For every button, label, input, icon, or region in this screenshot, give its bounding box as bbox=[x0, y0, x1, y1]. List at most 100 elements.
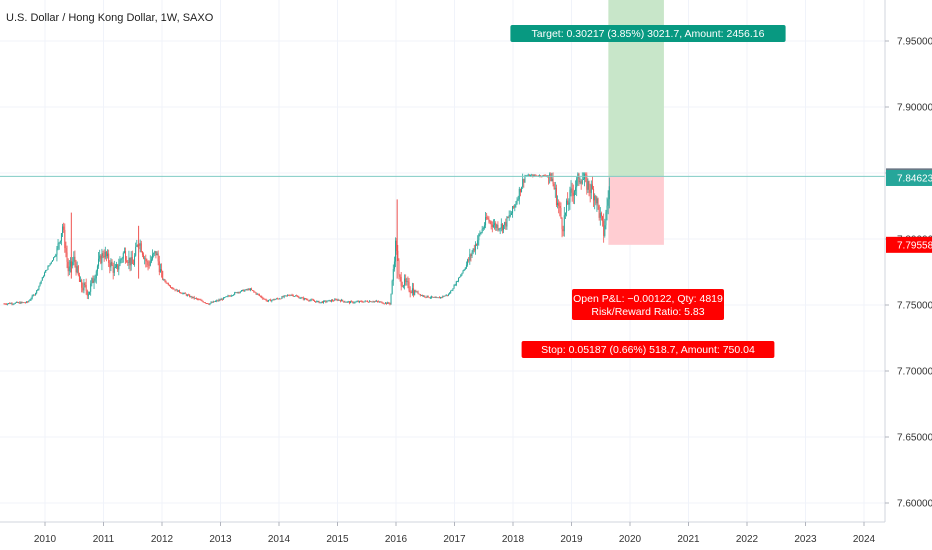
candle-body bbox=[220, 299, 222, 301]
candle-body bbox=[528, 174, 530, 177]
candle-body bbox=[410, 292, 412, 294]
candle-body bbox=[166, 282, 168, 284]
candle-body bbox=[351, 301, 353, 303]
stop-zone[interactable] bbox=[608, 176, 664, 245]
candle-body bbox=[568, 202, 570, 205]
candle-body bbox=[455, 281, 457, 286]
candle-body bbox=[99, 255, 101, 259]
x-tick-label: 2018 bbox=[502, 534, 525, 545]
candle-body bbox=[431, 296, 433, 298]
candle-body bbox=[463, 269, 465, 271]
candle-body bbox=[302, 297, 304, 300]
candle-body bbox=[119, 259, 121, 266]
candle-body bbox=[75, 262, 77, 273]
candle-body bbox=[558, 202, 560, 207]
candle-body bbox=[559, 206, 561, 209]
candle-body bbox=[499, 228, 501, 230]
candle-body bbox=[381, 301, 383, 304]
price-tag[interactable]: 7.79558 bbox=[886, 236, 932, 253]
candle-body bbox=[66, 252, 68, 262]
pnl-box[interactable]: Open P&L: −0.00122, Qty: 4819Risk/Reward… bbox=[572, 289, 724, 320]
candle-body bbox=[190, 296, 192, 298]
candle-body bbox=[461, 273, 463, 275]
candle-body bbox=[591, 184, 593, 190]
position-labels[interactable]: Target: 0.30217 (3.85%) 3021.7, Amount: … bbox=[510, 25, 786, 358]
candle-body bbox=[515, 203, 517, 205]
candle-body bbox=[182, 293, 184, 294]
candle-body bbox=[342, 299, 344, 301]
price-tag[interactable]: 7.84623 bbox=[886, 169, 932, 186]
candle-body bbox=[422, 295, 424, 297]
candle-body bbox=[534, 174, 536, 176]
candle-body bbox=[49, 263, 51, 266]
candle-body bbox=[405, 278, 407, 283]
candle-body bbox=[184, 292, 186, 295]
candle-body bbox=[347, 301, 349, 303]
candle-body bbox=[510, 213, 512, 215]
candle-body bbox=[301, 297, 303, 299]
stop-label[interactable]: Stop: 0.05187 (0.66%) 518.7, Amount: 750… bbox=[521, 341, 775, 358]
candle-body bbox=[72, 261, 74, 266]
candle-body bbox=[123, 250, 125, 253]
candle-body bbox=[82, 287, 84, 291]
candle-body bbox=[549, 173, 551, 176]
candle-body bbox=[365, 300, 367, 302]
candle-body bbox=[74, 256, 76, 263]
candle-body bbox=[314, 300, 316, 302]
candle-body bbox=[134, 255, 136, 265]
candle-body bbox=[348, 301, 350, 304]
candle-body bbox=[202, 301, 204, 303]
candle-body bbox=[335, 299, 337, 301]
candle-body bbox=[408, 282, 410, 291]
candle-body bbox=[122, 252, 124, 259]
y-axis-panel[interactable] bbox=[885, 0, 932, 550]
candle-body bbox=[334, 299, 336, 301]
candle-body bbox=[303, 298, 305, 300]
target-label[interactable]: Target: 0.30217 (3.85%) 3021.7, Amount: … bbox=[510, 25, 786, 42]
candle-body bbox=[308, 300, 310, 302]
x-axis-panel[interactable] bbox=[0, 522, 932, 550]
candle-body bbox=[330, 300, 332, 302]
candle-body bbox=[235, 292, 237, 294]
candle-body bbox=[586, 174, 588, 190]
candle-body bbox=[561, 217, 563, 230]
candle-body bbox=[161, 269, 163, 272]
candle-body bbox=[508, 215, 510, 218]
candle-body bbox=[93, 280, 95, 283]
candle-body bbox=[238, 292, 240, 293]
candle-body bbox=[252, 290, 254, 291]
candle-body bbox=[598, 205, 600, 218]
candle-body bbox=[416, 291, 418, 293]
candle-body bbox=[459, 276, 461, 279]
candle-body bbox=[388, 302, 390, 304]
candle-body bbox=[51, 260, 53, 262]
candle-body bbox=[118, 265, 120, 270]
candle-body bbox=[59, 240, 61, 243]
candle-body bbox=[316, 301, 318, 303]
candle-body bbox=[120, 259, 122, 261]
candle-body bbox=[374, 301, 376, 303]
candle-body bbox=[467, 259, 469, 265]
candle-body bbox=[532, 174, 534, 177]
candle-body bbox=[19, 302, 21, 304]
candle-body bbox=[328, 300, 330, 301]
candle-body bbox=[332, 300, 334, 301]
candle-body bbox=[191, 296, 193, 298]
candle-body bbox=[48, 265, 50, 267]
candle-body bbox=[544, 175, 546, 176]
candle-body bbox=[132, 263, 134, 265]
candle-body bbox=[605, 212, 607, 226]
candle-body bbox=[465, 264, 467, 268]
candle-body bbox=[456, 281, 458, 283]
candle-body bbox=[266, 300, 268, 302]
candle-body bbox=[270, 299, 272, 302]
candle-body bbox=[212, 301, 214, 303]
candle-body bbox=[126, 260, 128, 263]
candle-body bbox=[76, 266, 78, 273]
candle-body bbox=[382, 303, 384, 305]
candle-body bbox=[564, 212, 566, 216]
candle-body bbox=[464, 267, 466, 270]
